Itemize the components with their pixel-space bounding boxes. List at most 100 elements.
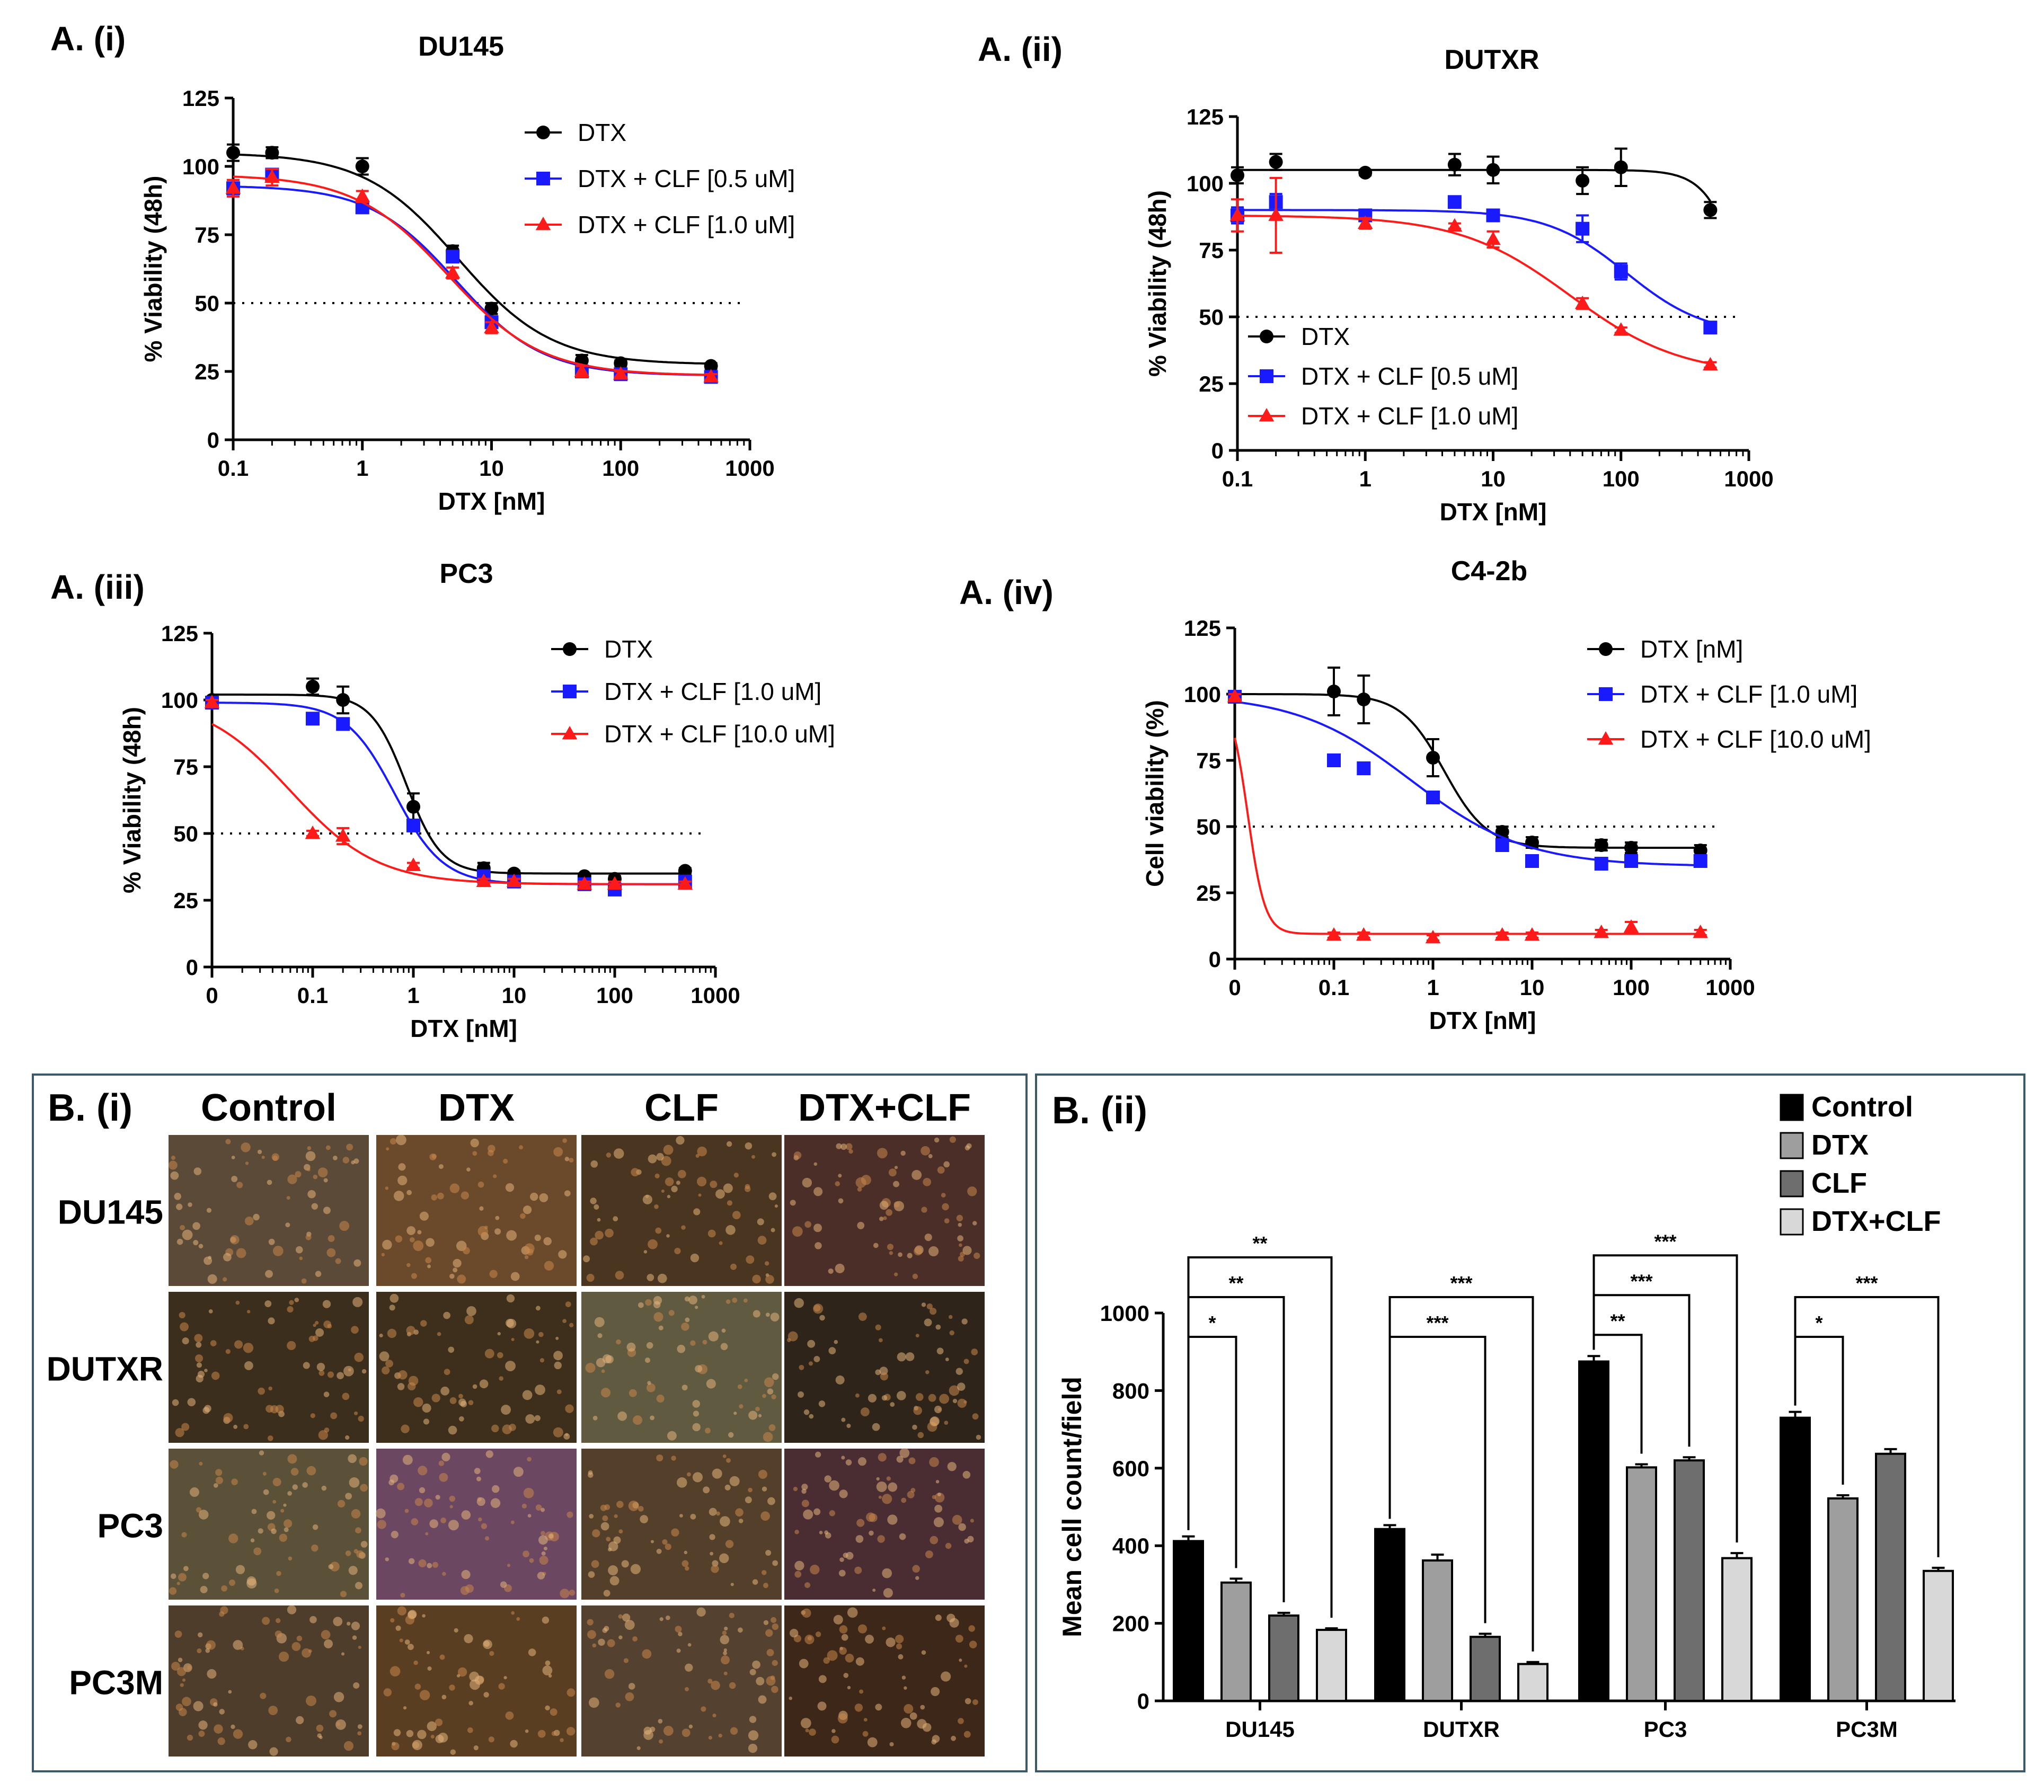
cell-blob: [590, 1197, 597, 1204]
cell-blob: [926, 1303, 933, 1310]
cell-blob: [196, 1342, 202, 1348]
cell-blob: [677, 1344, 686, 1353]
cell-blob: [542, 1616, 550, 1624]
cell-blob: [922, 1723, 932, 1732]
x-tick-label: 0.1: [1319, 975, 1349, 1000]
cell-blob: [231, 1724, 235, 1729]
cell-blob: [623, 1658, 629, 1663]
cell-blob: [295, 1171, 302, 1178]
cell-blob: [896, 1391, 906, 1400]
micrograph-image: [581, 1605, 782, 1756]
cell-blob: [972, 1413, 979, 1420]
series-1: DTX: [205, 635, 692, 886]
cell-blob: [712, 1560, 719, 1567]
cell-blob: [535, 1306, 541, 1311]
cell-blob: [470, 1679, 480, 1690]
cell-blob: [456, 1674, 461, 1678]
cell-blob: [894, 1166, 898, 1169]
cell-blob: [308, 1649, 312, 1653]
cell-blob: [757, 1236, 767, 1245]
cell-blob: [253, 1213, 260, 1221]
cell-blob: [439, 1654, 445, 1660]
data-point: [1229, 207, 1245, 221]
cell-blob: [896, 1456, 904, 1463]
cell-blob: [476, 1497, 485, 1506]
cell-blob: [964, 1664, 968, 1668]
data-point: [225, 180, 241, 194]
data-point: [1426, 751, 1440, 765]
micrograph-dutxr-dtx-clf: [784, 1292, 985, 1443]
cell-blob: [219, 1709, 225, 1715]
cell-blob: [230, 1235, 240, 1245]
cell-blob: [959, 1658, 962, 1662]
cell-blob: [375, 1508, 386, 1519]
cell-blob: [745, 1184, 750, 1190]
cell-blob: [233, 1729, 243, 1739]
cell-blob: [259, 1450, 264, 1456]
cell-blob: [809, 1728, 816, 1736]
cell-blob: [569, 1590, 576, 1596]
cell-blob: [748, 1487, 753, 1493]
cell-blob: [210, 1340, 217, 1346]
cell-blob: [406, 1326, 415, 1335]
legend-marker: [562, 726, 578, 740]
bar: [1470, 1636, 1501, 1702]
data-point: [306, 712, 320, 726]
data-point: [1703, 203, 1718, 217]
cell-blob: [839, 1625, 848, 1634]
cell-blob: [317, 1167, 328, 1177]
cell-blob: [333, 1617, 343, 1627]
cell-blob: [182, 1697, 191, 1707]
cell-blob: [382, 1366, 390, 1374]
y-tick-label: 100: [1187, 171, 1224, 196]
cell-blob: [223, 1277, 227, 1282]
cell-blob: [710, 1181, 718, 1188]
cell-blob: [430, 1735, 435, 1739]
cell-blob: [457, 1667, 467, 1677]
chart-panel-a4: A. (iv) C4-2b 0 25 50 75 100 125 0 0.1 1 10 100 1000 D…: [959, 556, 1871, 1034]
data-point: [1358, 165, 1373, 180]
micrograph-dutxr-clf: [581, 1292, 782, 1443]
cell-blob: [686, 1472, 691, 1477]
cell-blob: [708, 1331, 719, 1342]
cell-blob: [656, 1454, 663, 1462]
data-point: [476, 873, 492, 888]
cell-blob: [865, 1635, 874, 1644]
cell-blob: [340, 1591, 347, 1598]
cell-blob: [676, 1135, 685, 1145]
chart-title: PC3: [439, 558, 493, 589]
cell-blob: [449, 1684, 455, 1691]
legend-label: DTX [nM]: [1640, 635, 1743, 663]
cell-blob: [337, 1500, 346, 1508]
cell-blob: [764, 1377, 774, 1388]
cell-blob: [310, 1413, 315, 1418]
cell-blob: [712, 1714, 716, 1718]
cell-blob: [284, 1527, 289, 1532]
cell-blob: [875, 1324, 881, 1330]
cell-blob: [949, 1330, 954, 1336]
legend-marker: [1259, 408, 1275, 422]
y-tick-label: 0: [1211, 438, 1224, 463]
y-tick-label: 25: [1196, 881, 1221, 906]
cell-blob: [743, 1298, 748, 1303]
legend-label: DTX + CLF [10.0 uM]: [1640, 725, 1871, 753]
row-label: PC3M: [69, 1664, 163, 1702]
cell-blob: [180, 1225, 185, 1230]
x-tick-label: 10: [479, 456, 504, 481]
cell-blob: [801, 1484, 808, 1491]
cell-blob: [566, 1727, 576, 1736]
cell-blob: [268, 1706, 278, 1715]
bracket-line: [1187, 1336, 1237, 1568]
x-tick-label: 0.1: [218, 456, 249, 481]
y-axis-label: Cell viability (%): [1141, 700, 1169, 887]
cell-blob: [431, 1154, 437, 1159]
cell-blob: [802, 1608, 811, 1618]
cell-blob: [171, 1662, 180, 1671]
y-tick-label: 0: [1137, 1689, 1149, 1714]
cell-blob: [246, 1576, 256, 1586]
cell-blob: [917, 1432, 924, 1439]
cell-blob: [419, 1211, 429, 1221]
bar: [1875, 1452, 1906, 1702]
data-point: [506, 873, 522, 888]
micrograph-pc3m-control: [169, 1605, 369, 1756]
